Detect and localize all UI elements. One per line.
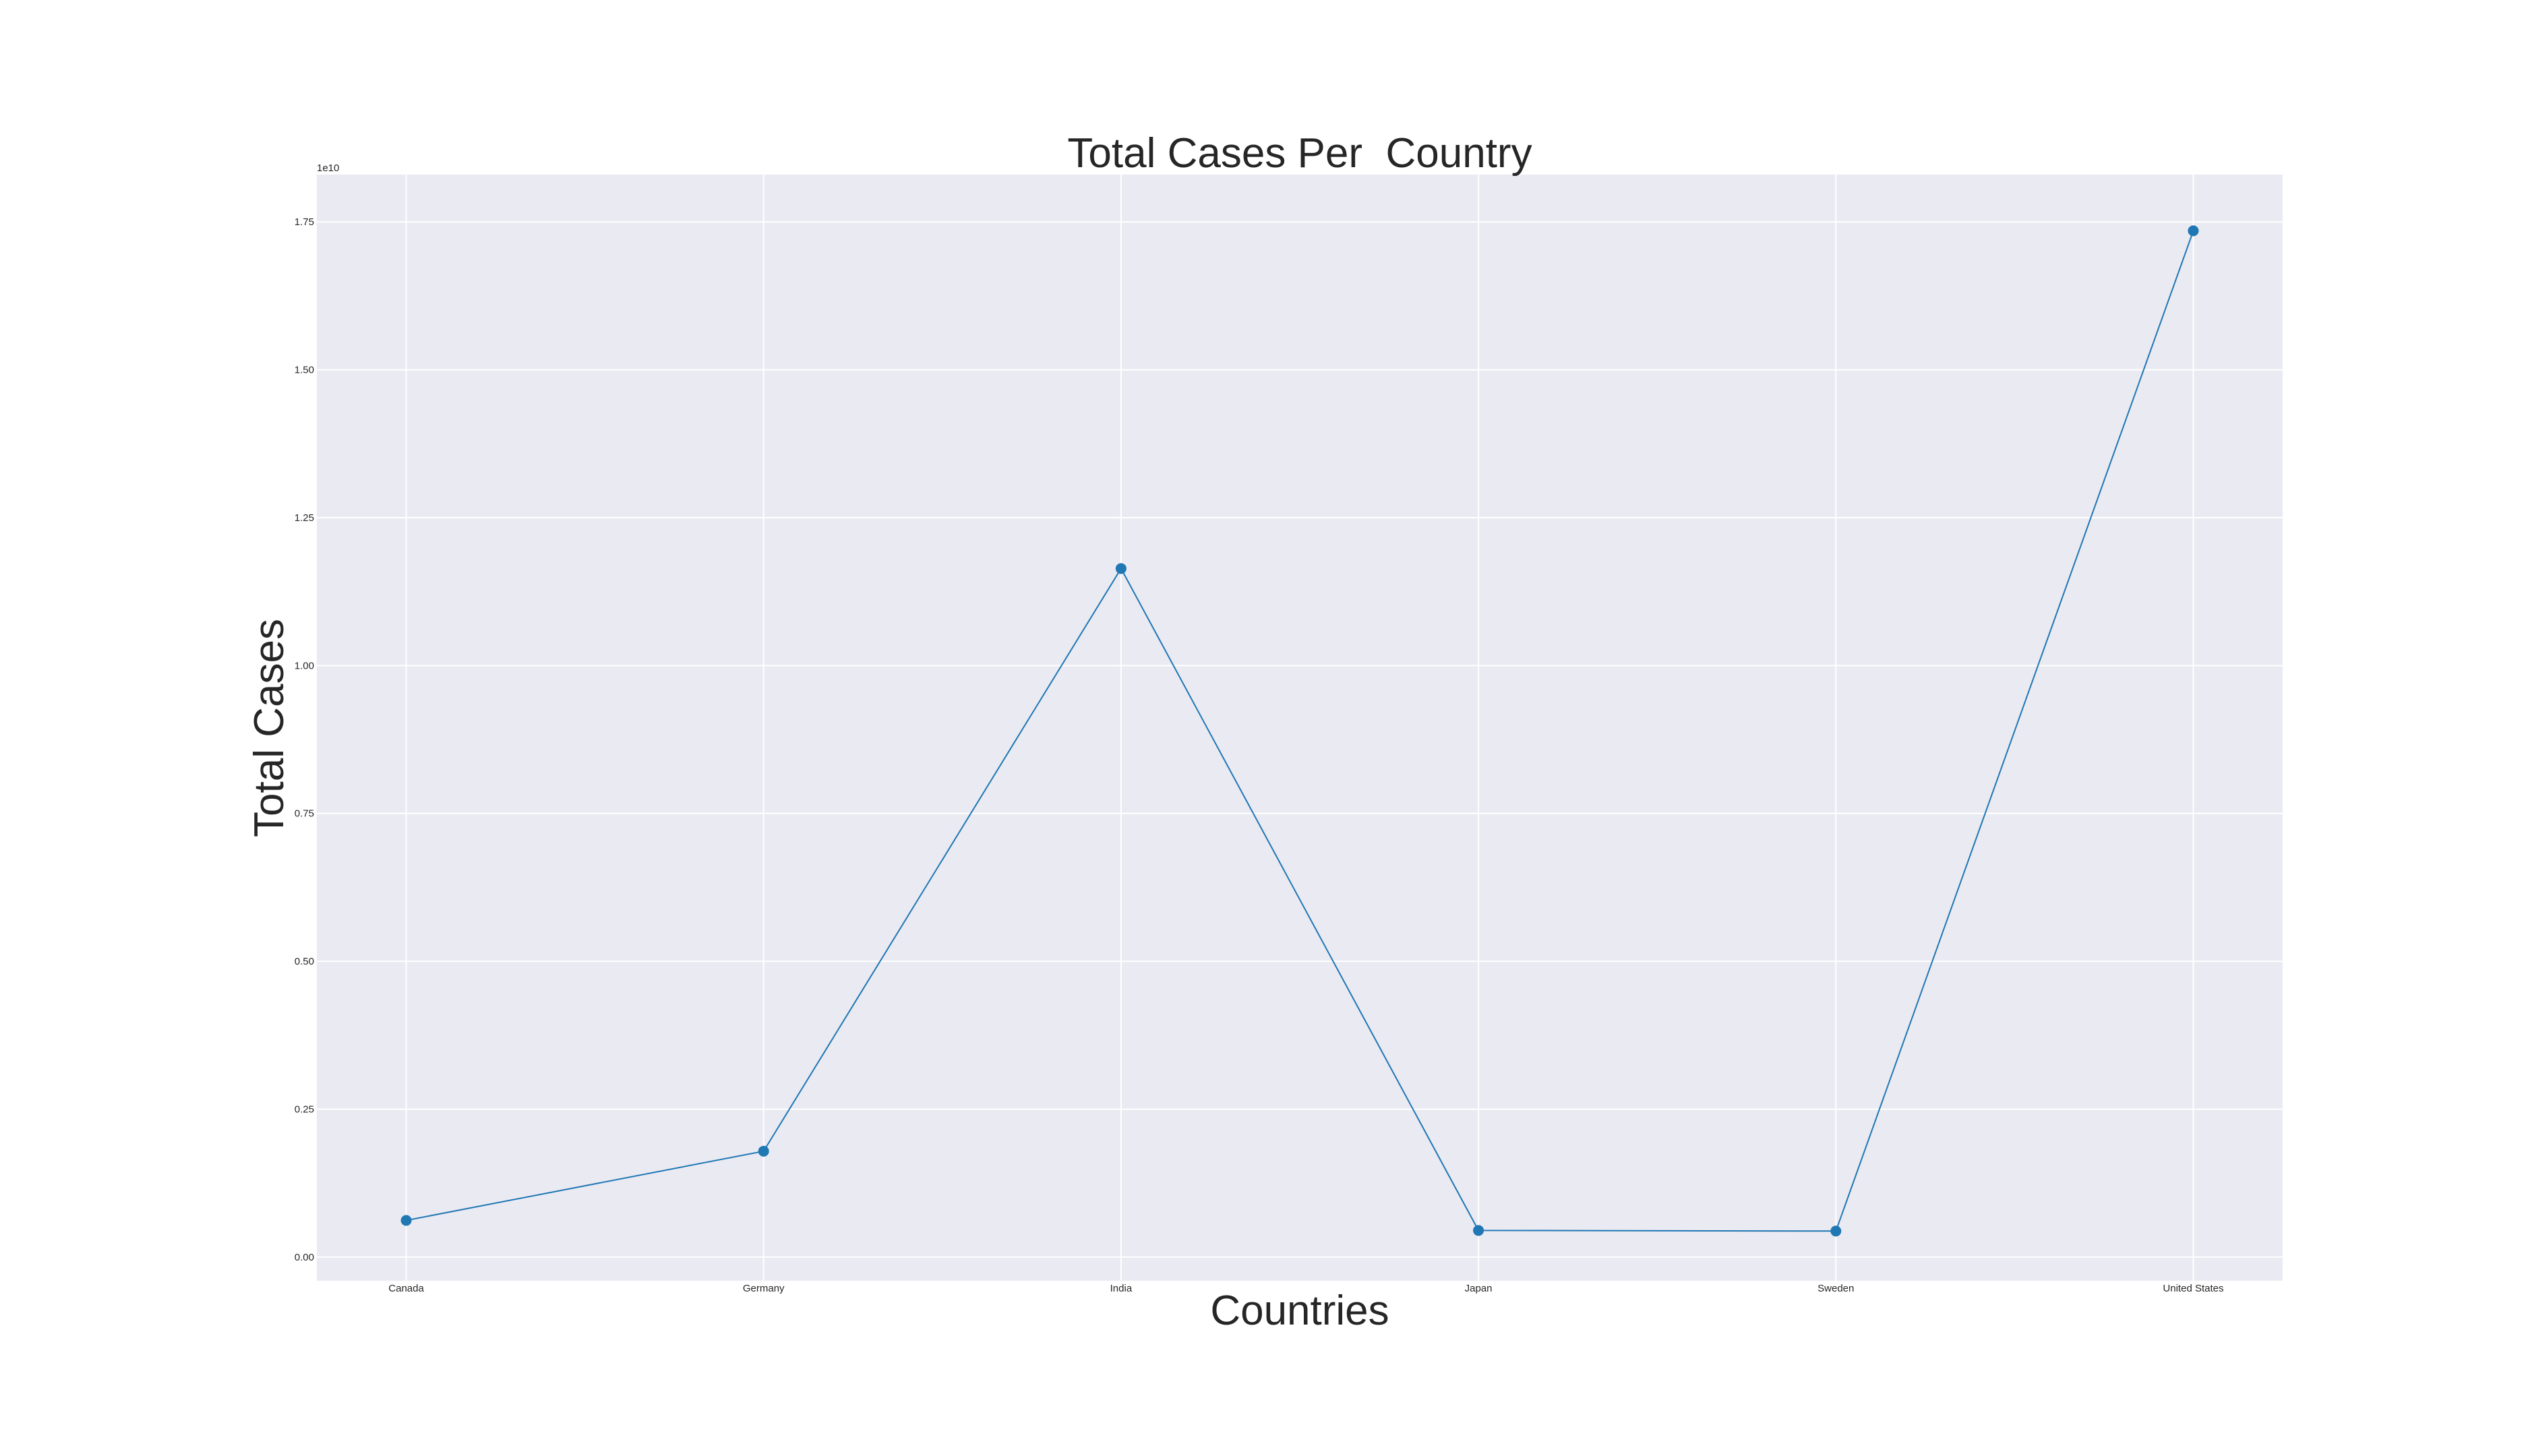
chart-title: Total Cases Per Country [1067,130,1532,177]
y-tick-label: 1.00 [295,660,314,671]
y-tick-label: 1.25 [295,512,314,524]
x-tick-label: Germany [743,1283,785,1294]
y-axis-label: Total Cases [246,619,293,837]
data-point [1473,1225,1484,1236]
tick-labels: 0.00 0.25 0.50 0.75 1.00 1.25 1.50 1.75 Canada Ge… [295,216,2224,1294]
x-tick-label: Japan [1465,1283,1493,1294]
x-axis-label: Countries [1210,1287,1389,1334]
y-tick-label: 1.50 [295,365,314,376]
series-line [406,231,2194,1232]
x-tick-label: India [1110,1283,1133,1294]
y-tick-label: 0.25 [295,1104,314,1116]
y-tick-label: 0.75 [295,808,314,820]
x-tick-label: United States [2163,1283,2223,1294]
x-tick-label: Canada [388,1283,424,1294]
x-tick-label: Sweden [1817,1283,1854,1294]
plot-area [317,175,2283,1281]
data-point [1830,1225,1842,1237]
y-tick-label: 0.00 [295,1252,314,1263]
data-point [758,1145,769,1157]
y-offset-label: 1e10 [317,162,339,174]
grid [317,175,2283,1281]
data-point [1115,563,1126,574]
y-tick-label: 1.75 [295,216,314,228]
series-layer [400,225,2199,1237]
y-tick-label: 0.50 [295,956,314,967]
data-point [400,1215,412,1226]
data-point [2188,225,2199,237]
